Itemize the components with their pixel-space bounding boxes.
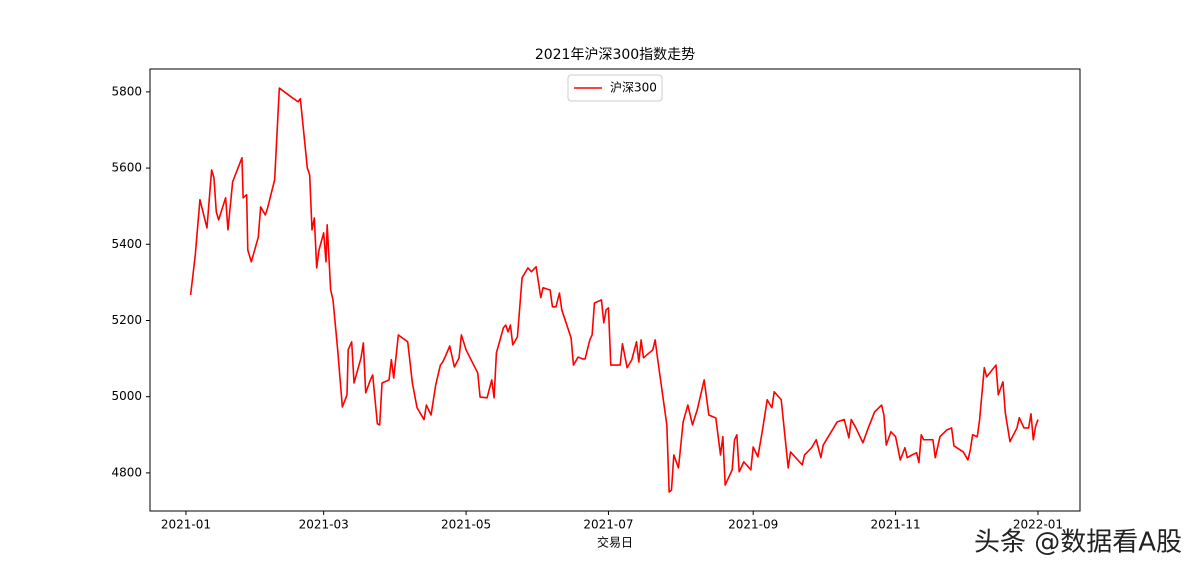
x-tick-label: 2021-09 [728,518,778,532]
legend-box [567,74,663,102]
line-series [189,87,1039,493]
y-tick-label: 5000 [111,389,142,403]
x-tick-label: 2022-01 [1013,518,1063,532]
x-tick-label: 2021-03 [299,518,349,532]
x-tick-label: 2021-01 [161,518,211,532]
y-tick-label: 5400 [111,237,142,251]
x-tick-label: 2021-05 [441,518,491,532]
watermark: 头条 @数据看A股 [974,528,1182,558]
y-tick-label: 4800 [111,465,142,479]
chart-title: 2021年沪深300指数走势 [535,47,695,63]
plot-frame [149,68,1081,512]
x-axis-label: 交易日 [597,535,633,550]
y-tick-label: 5200 [111,313,142,327]
x-tick-label: 2021-11 [871,518,921,532]
legend-label: 沪深300 [610,81,657,95]
y-tick-label: 5600 [111,161,142,175]
x-tick-label: 2021-07 [583,518,633,532]
y-tick-label: 5800 [111,84,142,98]
